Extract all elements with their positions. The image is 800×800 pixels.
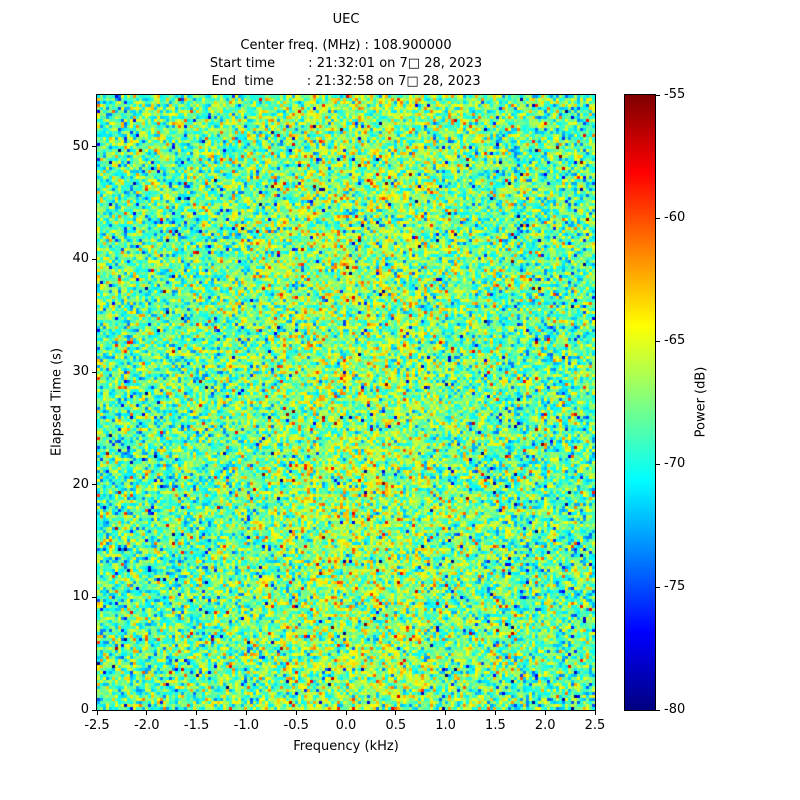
colorbar-tick: [656, 217, 660, 219]
x-tick-label: 1.0: [435, 718, 456, 733]
y-tick-label: 0: [80, 702, 89, 717]
colorbar-tick: [656, 94, 660, 96]
x-tick: [494, 711, 496, 715]
plot-title: UEC: [332, 12, 360, 27]
y-tick: [92, 709, 96, 711]
x-tick: [395, 711, 397, 715]
colorbar-tick: [656, 340, 660, 342]
subtitle-center-freq: Center freq. (MHz) : 108.900000: [240, 38, 452, 53]
x-axis-label: Frequency (kHz): [293, 739, 399, 754]
x-tick-label: -2.5: [84, 718, 110, 733]
x-tick: [544, 711, 546, 715]
colorbar-tick-label: -65: [664, 333, 686, 348]
colorbar-tick: [656, 586, 660, 588]
subtitle-start-time: Start time : 21:32:01 on 7□ 28, 2023: [209, 56, 483, 71]
colorbar-tick: [656, 709, 660, 711]
y-tick-label: 50: [72, 138, 89, 154]
x-tick-label: 2.0: [534, 718, 556, 733]
y-tick-label: 10: [72, 589, 89, 605]
colorbar-tick-label: -60: [664, 210, 686, 225]
colorbar: [624, 94, 656, 711]
x-tick-label: -1.5: [183, 718, 210, 733]
colorbar-label: Power (dB): [693, 366, 709, 438]
x-tick: [594, 711, 596, 715]
x-tick-label: 0.0: [335, 718, 357, 733]
x-tick-label: 1.5: [485, 718, 506, 733]
x-tick-label: -1.0: [233, 718, 260, 733]
colorbar-canvas: [625, 95, 655, 710]
x-tick-label: -0.5: [283, 718, 309, 733]
colorbar-tick-label: -75: [664, 579, 686, 594]
y-tick: [92, 596, 96, 598]
y-tick-label: 20: [72, 476, 89, 492]
x-tick-label: 0.5: [385, 718, 407, 733]
colorbar-tick: [656, 463, 660, 465]
y-tick: [92, 371, 96, 373]
x-tick-label: -2.0: [134, 718, 160, 733]
x-tick: [96, 711, 98, 715]
colorbar-tick-label: -70: [664, 456, 686, 471]
spectrogram-canvas: [97, 95, 595, 710]
y-tick: [92, 484, 96, 486]
colorbar-tick-label: -80: [664, 702, 686, 717]
x-tick: [345, 711, 347, 715]
colorbar-tick-label: -55: [664, 87, 686, 102]
y-tick: [92, 258, 96, 260]
x-tick: [146, 711, 148, 715]
plot-area: [96, 94, 596, 711]
x-tick: [295, 711, 297, 715]
x-tick: [196, 711, 198, 715]
y-tick-label: 30: [72, 364, 89, 380]
y-tick: [92, 146, 96, 148]
x-tick: [445, 711, 447, 715]
x-tick: [245, 711, 247, 715]
y-tick-label: 40: [72, 251, 89, 267]
subtitle-end-time: End time : 21:32:58 on 7□ 28, 2023: [211, 74, 481, 89]
x-tick-label: 2.5: [584, 718, 606, 733]
